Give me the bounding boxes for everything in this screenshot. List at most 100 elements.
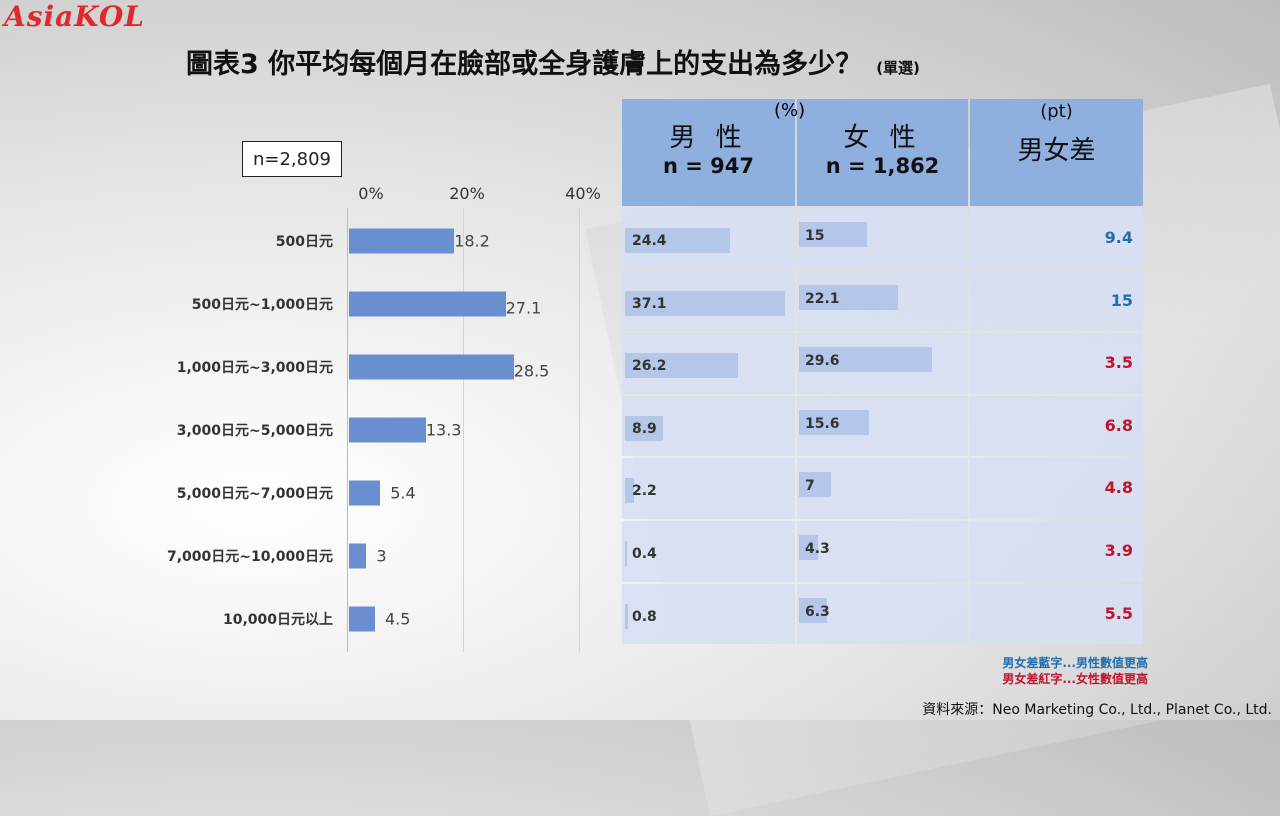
category-label: 3,000日元~5,000日元 xyxy=(176,423,333,439)
diff-value: 9.4 xyxy=(1104,228,1133,247)
male-bar xyxy=(625,228,730,253)
male-value: 24.4 xyxy=(632,233,667,249)
female-bar xyxy=(799,409,870,435)
female-value: 15.6 xyxy=(805,415,840,432)
female-bar xyxy=(799,284,899,310)
category-label: 7,000日元~10,000日元 xyxy=(166,549,333,565)
category-label: 500日元 xyxy=(275,234,333,250)
male-bar xyxy=(625,478,635,504)
male-header-label: 男 性 xyxy=(669,123,748,153)
female-header-label: 女 性 xyxy=(843,123,922,153)
x-tick-label: 0% xyxy=(358,184,384,203)
female-cell: 7 xyxy=(797,458,968,519)
grid-line xyxy=(579,208,580,652)
male-cell: 8.9 xyxy=(622,395,795,457)
unit-percent: (%) xyxy=(774,100,806,121)
female-cell: 15.6 xyxy=(797,395,968,457)
female-bar xyxy=(799,222,867,247)
female-bar xyxy=(799,472,831,498)
unit-pt: (pt) xyxy=(1040,101,1073,122)
grid-line xyxy=(463,208,464,652)
male-bar xyxy=(625,353,738,379)
diff-value: 5.5 xyxy=(1104,603,1133,623)
male-value: 2.2 xyxy=(632,483,657,500)
male-cell: 0.4 xyxy=(622,521,795,582)
male-bar xyxy=(625,290,785,316)
red-note: 男女差紅字...女性數值更高 xyxy=(1002,672,1148,686)
diff-value: 3.9 xyxy=(1104,541,1133,560)
female-header: 女 性 n = 1,862 xyxy=(797,99,968,206)
diff-value: 4.8 xyxy=(1104,478,1133,498)
male-value: 0.4 xyxy=(632,546,657,562)
title-subtext: (單選) xyxy=(876,59,920,77)
bar-value-label: 28.5 xyxy=(513,361,550,381)
male-value: 37.1 xyxy=(632,295,667,312)
diff-cell: 9.4 xyxy=(970,208,1143,269)
gender-table: 24.4 15 9.4 37.1 22.1 15 26.2 29.6 3.5 8.9 15.6 6.8… xyxy=(622,208,1143,646)
female-bar xyxy=(799,535,819,560)
female-value: 7 xyxy=(805,478,815,495)
bar xyxy=(349,543,367,569)
title-text: 圖表3 你平均每個月在臉部或全身護膚上的支出為多少？ xyxy=(186,49,863,80)
diff-cell: 4.8 xyxy=(970,458,1143,519)
female-cell: 4.3 xyxy=(797,521,968,582)
diff-value: 15 xyxy=(1110,290,1133,310)
category-label: 500日元~1,000日元 xyxy=(191,297,333,313)
male-bar xyxy=(625,603,629,629)
female-bar xyxy=(799,347,933,373)
bar-value-label: 4.5 xyxy=(385,609,411,629)
bar-value-label: 3 xyxy=(376,546,387,566)
blue-note: 男女差藍字...男性數值更高 xyxy=(1002,656,1148,670)
bar xyxy=(349,354,514,380)
male-n: n = 947 xyxy=(662,154,754,178)
diff-cell: 5.5 xyxy=(970,583,1143,645)
bar xyxy=(349,291,506,317)
bar-value-label: 5.4 xyxy=(390,483,416,503)
male-value: 26.2 xyxy=(632,358,667,375)
diff-header: (pt) 男女差 xyxy=(970,99,1143,206)
male-header: 男 性 n = 947 xyxy=(622,99,795,206)
bar-value-label: 27.1 xyxy=(505,298,542,318)
category-label: 1,000日元~3,000日元 xyxy=(176,360,333,376)
bar xyxy=(349,480,381,506)
female-value: 6.3 xyxy=(805,603,830,620)
category-label: 10,000日元以上 xyxy=(222,612,333,628)
male-bar xyxy=(625,415,664,441)
diff-value: 6.8 xyxy=(1104,415,1133,435)
male-bar xyxy=(625,541,627,566)
bar-value-label: 13.3 xyxy=(425,420,462,440)
sample-size-box: n=2,809 xyxy=(242,141,342,177)
male-cell: 24.4 xyxy=(622,208,795,269)
female-cell: 6.3 xyxy=(797,583,968,645)
diff-cell: 3.5 xyxy=(970,333,1143,394)
female-cell: 15 xyxy=(797,208,968,269)
male-cell: 0.8 xyxy=(622,583,795,645)
diff-header-label: 男女差 xyxy=(1017,136,1096,166)
bar-value-label: 18.2 xyxy=(454,231,490,251)
logo: AsiaKOL xyxy=(4,0,145,33)
y-axis-line xyxy=(347,208,348,652)
diff-cell: 3.9 xyxy=(970,521,1143,582)
diff-value: 3.5 xyxy=(1104,353,1133,373)
page-title: 圖表3 你平均每個月在臉部或全身護膚上的支出為多少？ (單選) xyxy=(186,42,920,81)
female-value: 15 xyxy=(805,228,825,244)
male-cell: 26.2 xyxy=(622,333,795,394)
bar xyxy=(349,606,375,632)
category-label: 5,000日元~7,000日元 xyxy=(176,486,333,502)
source-text: 資料來源：Neo Marketing Co., Ltd., Planet Co.… xyxy=(922,702,1272,718)
x-tick-label: 40% xyxy=(565,184,601,203)
male-value: 0.8 xyxy=(632,608,657,625)
male-cell: 2.2 xyxy=(622,458,795,519)
female-bar xyxy=(799,597,828,623)
female-value: 22.1 xyxy=(805,290,840,307)
bar xyxy=(349,228,455,254)
female-cell: 29.6 xyxy=(797,333,968,394)
female-cell: 22.1 xyxy=(797,270,968,332)
diff-cell: 6.8 xyxy=(970,395,1143,457)
x-tick-label: 20% xyxy=(449,184,485,203)
female-value: 4.3 xyxy=(805,541,830,557)
female-value: 29.6 xyxy=(805,353,840,370)
male-value: 8.9 xyxy=(632,420,657,437)
male-cell: 37.1 xyxy=(622,270,795,332)
female-n: n = 1,862 xyxy=(825,154,940,178)
